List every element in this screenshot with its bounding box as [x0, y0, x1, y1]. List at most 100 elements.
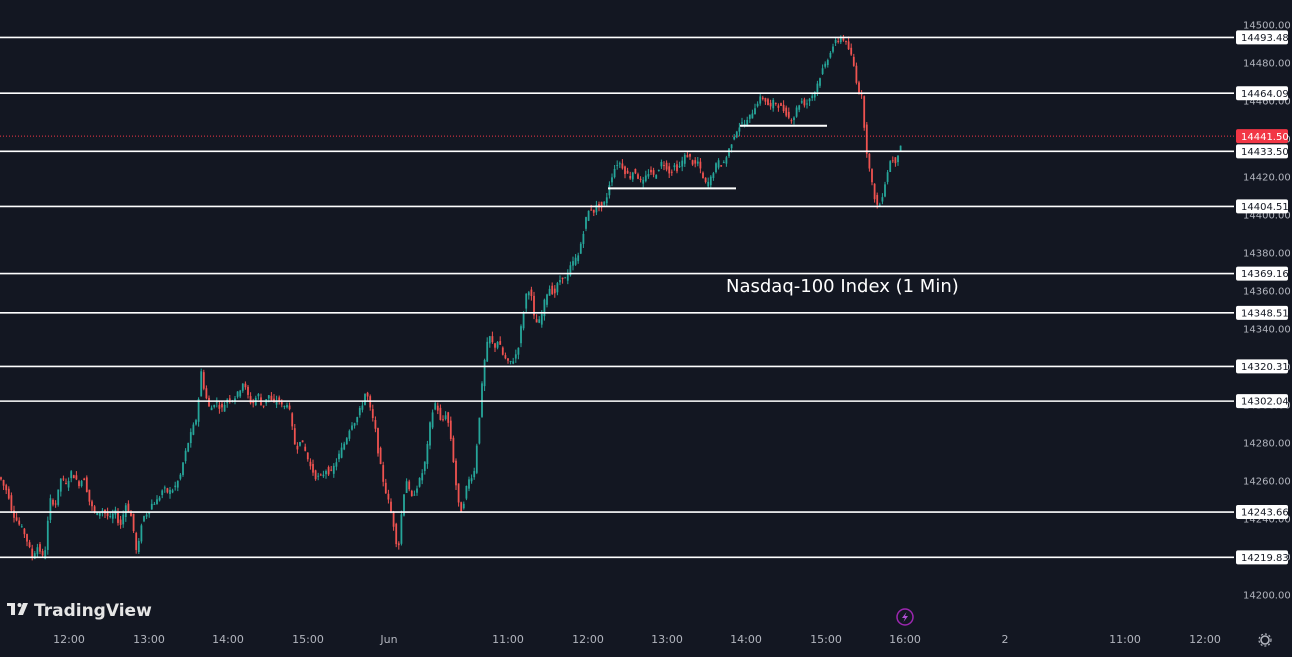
candle-body	[738, 127, 741, 132]
gear-icon[interactable]	[1258, 633, 1272, 647]
candle-body	[543, 299, 546, 317]
level-price-tag	[1236, 305, 1288, 320]
candle-body	[413, 494, 416, 496]
y-tick-label: 14460.00	[1243, 97, 1291, 108]
candle-body	[348, 430, 351, 439]
candle-body	[595, 204, 598, 213]
candle-body	[592, 209, 595, 213]
candle-body	[317, 475, 320, 477]
candle-body	[793, 117, 795, 121]
candle-body	[668, 166, 671, 174]
candle-body	[881, 197, 884, 202]
candle-body	[304, 446, 307, 451]
candle-body	[728, 148, 730, 157]
candle-body	[119, 519, 122, 525]
candle-body	[600, 201, 603, 208]
candle-body	[512, 361, 515, 364]
candle-body	[733, 136, 736, 140]
candle-body	[488, 336, 491, 344]
candle-body	[429, 422, 431, 446]
candle-body	[787, 111, 790, 118]
candle-body	[655, 175, 658, 179]
candle-body	[647, 174, 650, 177]
candle-body	[798, 105, 801, 110]
candle-body	[514, 354, 517, 359]
candle-body	[192, 424, 195, 435]
candle-body	[858, 82, 860, 94]
candle-body	[860, 93, 863, 95]
candle-body	[301, 440, 304, 443]
y-tick-label: 14360.00	[1243, 287, 1291, 298]
candle-body	[213, 405, 216, 407]
candle-body	[509, 360, 512, 362]
candle-body	[275, 400, 278, 405]
candle-body	[36, 547, 39, 555]
candle-body	[624, 166, 626, 175]
candle-body	[494, 343, 496, 348]
candle-body	[756, 103, 759, 107]
y-tick-label: 14500.00	[1243, 21, 1291, 32]
candle-body	[44, 550, 47, 559]
candle-body	[587, 210, 590, 221]
candle-body	[135, 532, 138, 551]
candle-body	[626, 170, 629, 174]
tradingview-logo[interactable]: TradingView	[7, 601, 152, 621]
candle-body	[353, 423, 356, 426]
candle-body	[345, 438, 348, 445]
candle-body	[637, 174, 639, 179]
levels-layer	[0, 36, 1234, 559]
candle-body	[13, 510, 15, 518]
candle-body	[221, 403, 223, 408]
candle-body	[709, 176, 712, 186]
candle-body	[2, 480, 5, 486]
candle-body	[18, 520, 21, 525]
candle-body	[621, 163, 624, 169]
level-price-tag	[1236, 86, 1288, 101]
candle-body	[455, 460, 457, 486]
time-axis[interactable]: 12:00 13:00 14:00 15:00 Jun 11:00 12:00 13:00 14…	[53, 633, 1221, 646]
candle-body	[834, 39, 837, 44]
candle-body	[639, 178, 642, 180]
candle-body	[130, 511, 132, 517]
candle-body	[730, 144, 733, 149]
candle-body	[579, 243, 582, 254]
candle-body	[75, 475, 78, 480]
candle-body	[0, 477, 2, 480]
candle-body	[23, 528, 26, 535]
candle-body	[88, 489, 91, 502]
candle-body	[72, 475, 75, 479]
candle-body	[156, 499, 158, 505]
candle-body	[33, 553, 36, 559]
candle-body	[707, 181, 710, 187]
candle-body	[364, 393, 366, 405]
candle-body	[319, 474, 322, 476]
level-price-text: 14348.51	[1241, 308, 1289, 319]
candle-body	[5, 485, 8, 491]
brand-name: TradingView	[34, 601, 152, 621]
candle-body	[704, 177, 707, 183]
candle-body	[660, 162, 663, 167]
candle-body	[548, 288, 551, 296]
candle-body	[65, 482, 67, 484]
candle-body	[249, 396, 252, 404]
candle-body	[470, 478, 473, 482]
candle-body	[403, 494, 405, 516]
candle-body	[876, 195, 879, 205]
y-tick-label: 14260.00	[1243, 477, 1291, 488]
candle-body	[169, 489, 171, 495]
candle-body	[140, 525, 143, 542]
candle-body	[293, 428, 296, 445]
x-tick-label: 14:00	[212, 633, 244, 646]
candle-body	[143, 516, 145, 522]
candle-body	[868, 153, 871, 169]
candle-body	[486, 341, 489, 362]
candle-body	[569, 265, 572, 276]
candle-body	[702, 172, 704, 179]
candle-body	[314, 470, 317, 480]
tradingview-logo-icon	[7, 603, 28, 615]
lightning-icon[interactable]	[896, 608, 914, 626]
candle-body	[889, 161, 892, 173]
candle-body	[483, 360, 486, 387]
candle-body	[564, 277, 567, 279]
